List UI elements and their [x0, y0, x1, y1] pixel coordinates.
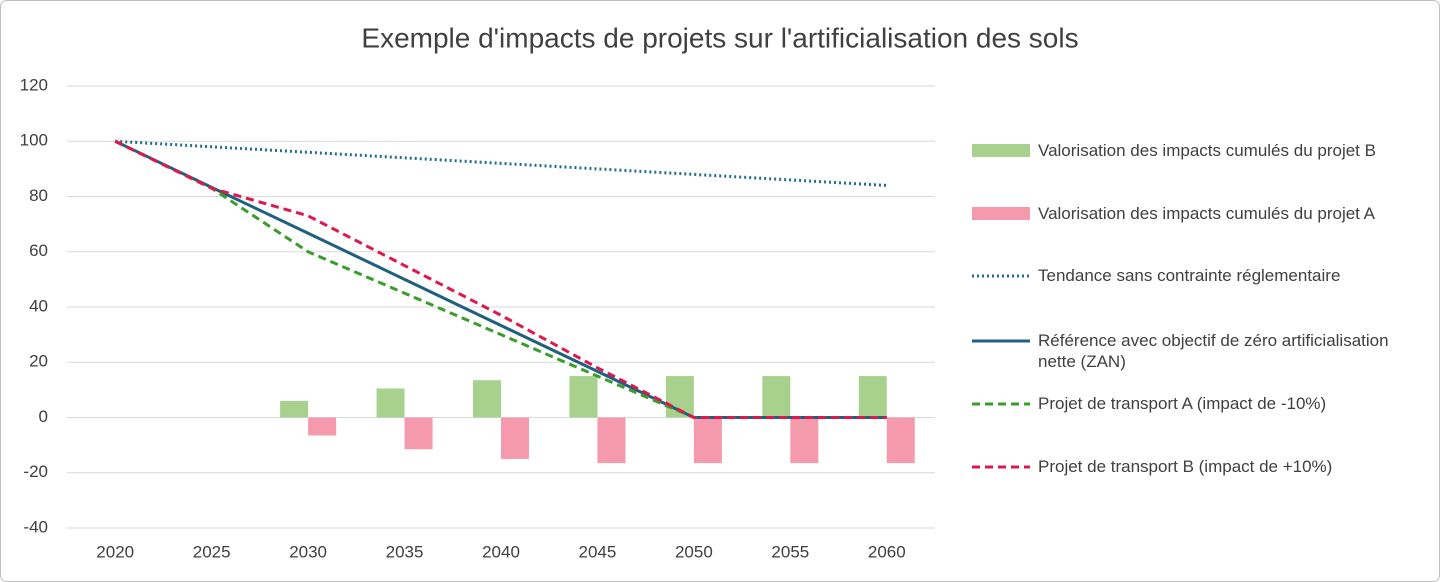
- y-tick-label: 100: [20, 131, 48, 150]
- x-tick-label: 2045: [579, 542, 617, 561]
- line-series: [115, 139, 887, 187]
- legend-label: Projet de transport B (impact de +10%): [1038, 457, 1333, 476]
- legend-label: Projet de transport A (impact de -10%): [1038, 394, 1327, 413]
- y-tick-label: 40: [29, 296, 48, 315]
- bar: [762, 376, 791, 418]
- legend-swatch: [972, 144, 1030, 157]
- bar: [569, 376, 598, 418]
- legend-label: Référence avec objectif de zéro artifici…: [1038, 331, 1389, 371]
- x-tick-label: 2055: [771, 542, 809, 561]
- bar: [404, 417, 433, 450]
- bar: [886, 417, 915, 464]
- bar: [280, 400, 309, 418]
- legend-swatch: [972, 274, 1030, 278]
- bar: [376, 388, 405, 418]
- legend-swatch: [972, 402, 1030, 406]
- x-tick-label: 2050: [675, 542, 713, 561]
- y-tick-label: -20: [23, 462, 48, 481]
- y-tick-label: 60: [29, 241, 48, 260]
- legend-swatch: [972, 465, 1030, 469]
- bar: [473, 380, 501, 418]
- legend-label: Valorisation des impacts cumulés du proj…: [1038, 204, 1376, 223]
- bar: [597, 417, 626, 464]
- x-tick-label: 2025: [193, 542, 231, 561]
- x-tick-label: 2020: [96, 542, 134, 561]
- y-tick-label: 0: [39, 407, 48, 426]
- bar: [858, 376, 887, 418]
- x-tick-label: 2035: [386, 542, 424, 561]
- y-tick-label: 120: [20, 75, 48, 94]
- x-tick-label: 2030: [289, 542, 327, 561]
- x-tick-label: 2060: [868, 542, 906, 561]
- legend-swatch: [972, 339, 1030, 343]
- legend-swatch-bar: [972, 207, 1030, 220]
- y-tick-label: -40: [23, 517, 48, 536]
- bar: [308, 417, 337, 436]
- x-tick-label: 2040: [482, 542, 520, 561]
- y-tick-label: 20: [29, 352, 48, 371]
- legend-swatch-bar: [972, 144, 1030, 157]
- legend-label: Tendance sans contrainte réglementaire: [1038, 266, 1341, 285]
- legend-label: Valorisation des impacts cumulés du proj…: [1038, 141, 1376, 160]
- y-tick-label: 80: [29, 186, 48, 205]
- chart-title: Exemple d'impacts de projets sur l'artif…: [361, 22, 1078, 53]
- bar: [693, 417, 722, 464]
- line-series: [114, 139, 887, 419]
- bar: [501, 417, 529, 459]
- legend-swatch: [972, 207, 1030, 220]
- bar: [790, 417, 819, 464]
